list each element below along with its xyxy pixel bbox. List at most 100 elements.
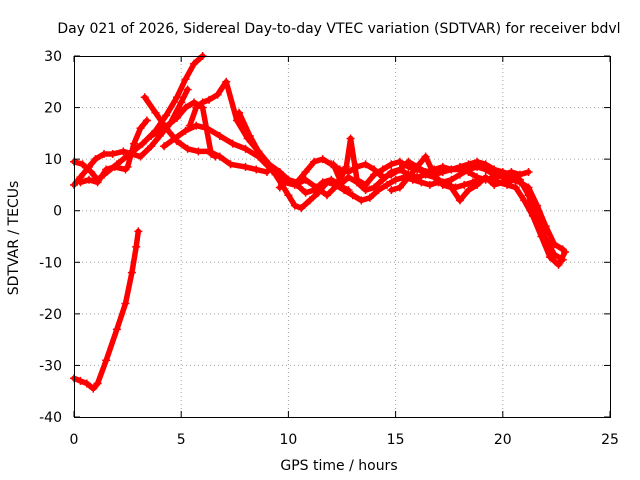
- data-point-marker: [136, 152, 145, 161]
- data-point-marker: [322, 191, 331, 200]
- data-point-marker: [460, 180, 469, 189]
- data-point-marker: [490, 173, 499, 182]
- x-tick-label: 10: [279, 432, 297, 448]
- data-point-marker: [213, 90, 222, 99]
- data-point-marker: [76, 376, 85, 385]
- data-point-marker: [142, 116, 151, 125]
- data-point-marker: [194, 147, 203, 156]
- data-point-marker: [438, 180, 447, 189]
- data-point-marker: [134, 227, 143, 236]
- data-point-marker: [370, 170, 379, 179]
- data-point-marker: [455, 165, 464, 174]
- data-point-marker: [292, 180, 301, 189]
- data-point-marker: [119, 147, 128, 156]
- data-point-marker: [252, 165, 261, 174]
- data-point-marker: [318, 155, 327, 164]
- data-point-marker: [511, 183, 520, 192]
- data-point-marker: [112, 325, 121, 334]
- data-point-marker: [550, 250, 559, 259]
- data-point-marker: [524, 183, 533, 192]
- y-tick-label: 20: [44, 101, 62, 117]
- data-point-marker: [310, 186, 319, 195]
- y-axis-label: SDTVAR / TECUs: [6, 181, 22, 296]
- data-point-marker: [284, 175, 293, 184]
- data-point-marker: [387, 160, 396, 169]
- data-point-marker: [160, 124, 169, 133]
- data-point-marker: [455, 196, 464, 205]
- data-point-marker: [132, 242, 141, 251]
- data-point-marker: [172, 93, 181, 102]
- data-point-marker: [507, 168, 516, 177]
- chart-title: Day 021 of 2026, Sidereal Day-to-day VTE…: [57, 21, 620, 37]
- data-point-marker: [102, 165, 111, 174]
- data-point-marker: [160, 142, 169, 151]
- data-point-marker: [365, 193, 374, 202]
- y-tick-label: -30: [39, 358, 62, 374]
- data-point-marker: [85, 162, 94, 171]
- data-point-marker: [123, 162, 132, 171]
- data-point-marker: [481, 173, 490, 182]
- y-tick-label: -10: [39, 255, 62, 271]
- data-point-marker: [170, 134, 179, 143]
- data-point-marker: [395, 183, 404, 192]
- data-point-marker: [241, 144, 250, 153]
- data-point-marker: [353, 175, 362, 184]
- data-point-marker: [275, 183, 284, 192]
- data-point-marker: [515, 170, 524, 179]
- data-point-marker: [391, 175, 400, 184]
- data-point-marker: [481, 165, 490, 174]
- data-point-marker: [329, 160, 338, 169]
- data-point-marker: [473, 173, 482, 182]
- data-point-marker: [147, 142, 156, 151]
- data-point-marker: [235, 108, 244, 117]
- data-point-marker: [136, 124, 145, 133]
- data-point-marker: [498, 170, 507, 179]
- data-point-marker: [183, 85, 192, 94]
- data-point-marker: [89, 384, 98, 393]
- data-point-marker: [183, 144, 192, 153]
- data-point-marker: [181, 75, 190, 84]
- data-point-marker: [404, 162, 413, 171]
- data-point-marker: [421, 168, 430, 177]
- data-point-marker: [421, 152, 430, 161]
- data-point-marker: [130, 139, 139, 148]
- y-tick-label: -20: [39, 307, 62, 323]
- data-point-marker: [344, 173, 353, 182]
- data-point-marker: [271, 170, 280, 179]
- data-point-marker: [100, 149, 109, 158]
- data-point-marker: [327, 175, 336, 184]
- data-point-marker: [108, 149, 117, 158]
- data-point-marker: [387, 186, 396, 195]
- data-point-marker: [378, 165, 387, 174]
- y-tick-label: 0: [53, 204, 62, 220]
- series-line-sat-e: [77, 117, 150, 186]
- data-point-marker: [417, 178, 426, 187]
- data-point-marker: [138, 139, 147, 148]
- data-point-marker: [490, 180, 499, 189]
- data-point-marker: [226, 160, 235, 169]
- data-point-marker: [473, 162, 482, 171]
- data-point-marker: [207, 149, 216, 158]
- data-point-marker: [121, 299, 130, 308]
- grid-group: [74, 56, 610, 417]
- data-point-marker: [93, 379, 102, 388]
- series-group: [70, 52, 569, 393]
- data-point-marker: [378, 175, 387, 184]
- series-line-sat-j: [236, 109, 568, 268]
- x-axis-label: GPS time / hours: [280, 458, 397, 474]
- data-point-marker: [425, 180, 434, 189]
- data-point-marker: [211, 152, 220, 161]
- data-point-marker: [190, 59, 199, 68]
- x-tick-label: 15: [387, 432, 405, 448]
- data-point-marker: [374, 186, 383, 195]
- data-point-marker: [533, 201, 542, 210]
- x-tick-label: 0: [70, 432, 79, 448]
- data-point-marker: [541, 222, 550, 231]
- data-point-marker: [215, 131, 224, 140]
- data-point-marker: [190, 98, 199, 107]
- data-point-marker: [361, 160, 370, 169]
- data-point-marker: [370, 183, 379, 192]
- data-point-marker: [245, 131, 254, 140]
- data-point-marker: [361, 180, 370, 189]
